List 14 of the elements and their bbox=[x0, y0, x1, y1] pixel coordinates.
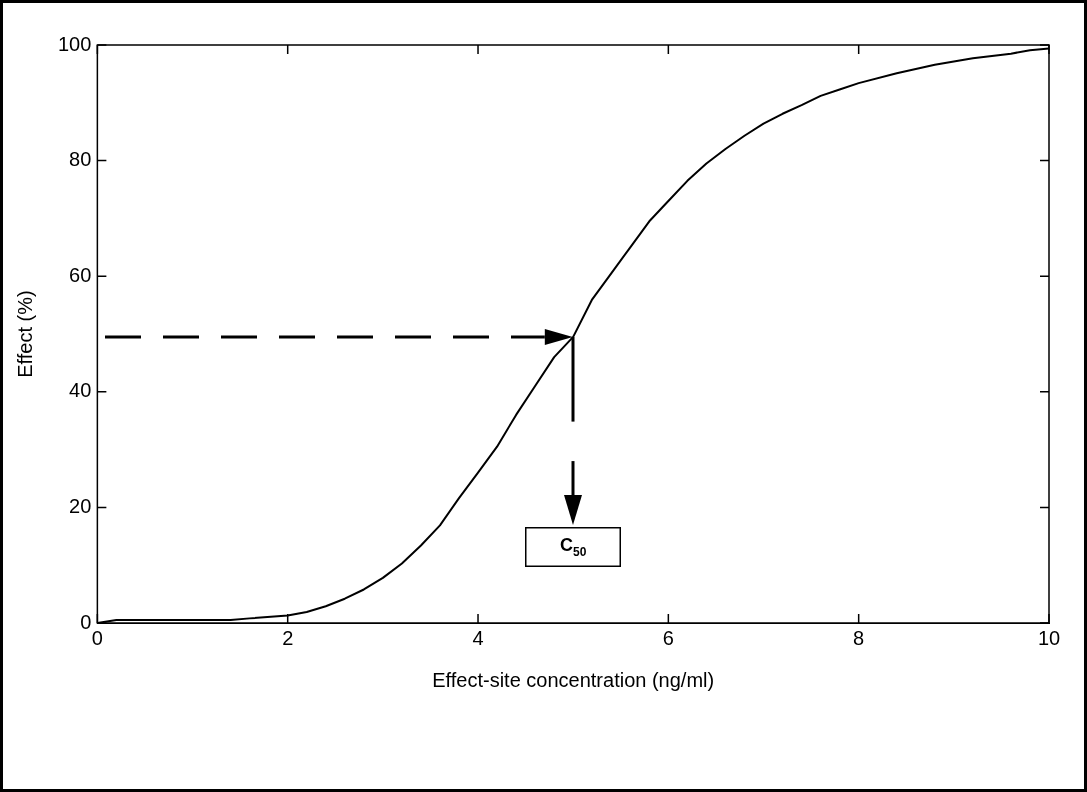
x-axis-title: Effect-site concentration (ng/ml) bbox=[432, 668, 715, 691]
x-tick-label: 4 bbox=[472, 626, 484, 649]
x-tick-label: 6 bbox=[662, 626, 674, 649]
y-tick-label: 80 bbox=[69, 148, 92, 171]
y-tick-label: 20 bbox=[69, 494, 92, 517]
y-tick-label: 40 bbox=[69, 379, 92, 402]
x-tick-label: 10 bbox=[1037, 626, 1061, 649]
y-tick-label: 60 bbox=[69, 263, 92, 286]
y-tick-label: 0 bbox=[80, 610, 92, 633]
annotation: C$_{50}$ bbox=[559, 535, 587, 559]
y-axis-title: Effect (%) bbox=[13, 290, 36, 378]
x-tick-label: 8 bbox=[853, 626, 865, 649]
y-tick-label: 100 bbox=[57, 32, 92, 55]
x-tick-label: 2 bbox=[282, 626, 294, 649]
